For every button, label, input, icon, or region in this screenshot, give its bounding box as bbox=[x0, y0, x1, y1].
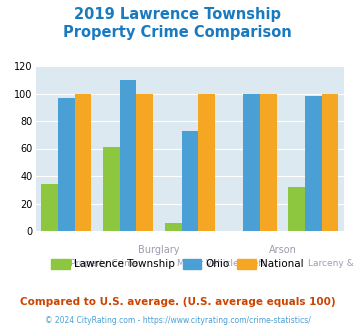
Bar bbox=[305, 96, 322, 231]
Bar bbox=[289, 187, 305, 231]
Bar bbox=[120, 80, 136, 231]
Text: © 2024 CityRating.com - https://www.cityrating.com/crime-statistics/: © 2024 CityRating.com - https://www.city… bbox=[45, 316, 310, 325]
Legend: Lawrence Township, Ohio, National: Lawrence Township, Ohio, National bbox=[47, 255, 308, 274]
Bar bbox=[75, 93, 91, 231]
Bar bbox=[198, 93, 215, 231]
Bar bbox=[165, 223, 182, 231]
Bar bbox=[103, 147, 120, 231]
Text: Arson: Arson bbox=[269, 245, 296, 255]
Bar bbox=[260, 93, 277, 231]
Bar bbox=[136, 93, 153, 231]
Bar bbox=[58, 98, 75, 231]
Text: Larceny & Theft: Larceny & Theft bbox=[308, 259, 355, 268]
Bar bbox=[42, 184, 58, 231]
Text: 2019 Lawrence Township
Property Crime Comparison: 2019 Lawrence Township Property Crime Co… bbox=[63, 7, 292, 40]
Text: Motor Vehicle Theft: Motor Vehicle Theft bbox=[177, 259, 265, 268]
Bar bbox=[244, 93, 260, 231]
Bar bbox=[182, 131, 198, 231]
Text: All Property Crime: All Property Crime bbox=[56, 259, 138, 268]
Bar bbox=[322, 93, 338, 231]
Text: Compared to U.S. average. (U.S. average equals 100): Compared to U.S. average. (U.S. average … bbox=[20, 297, 335, 307]
Text: Burglary: Burglary bbox=[138, 245, 180, 255]
